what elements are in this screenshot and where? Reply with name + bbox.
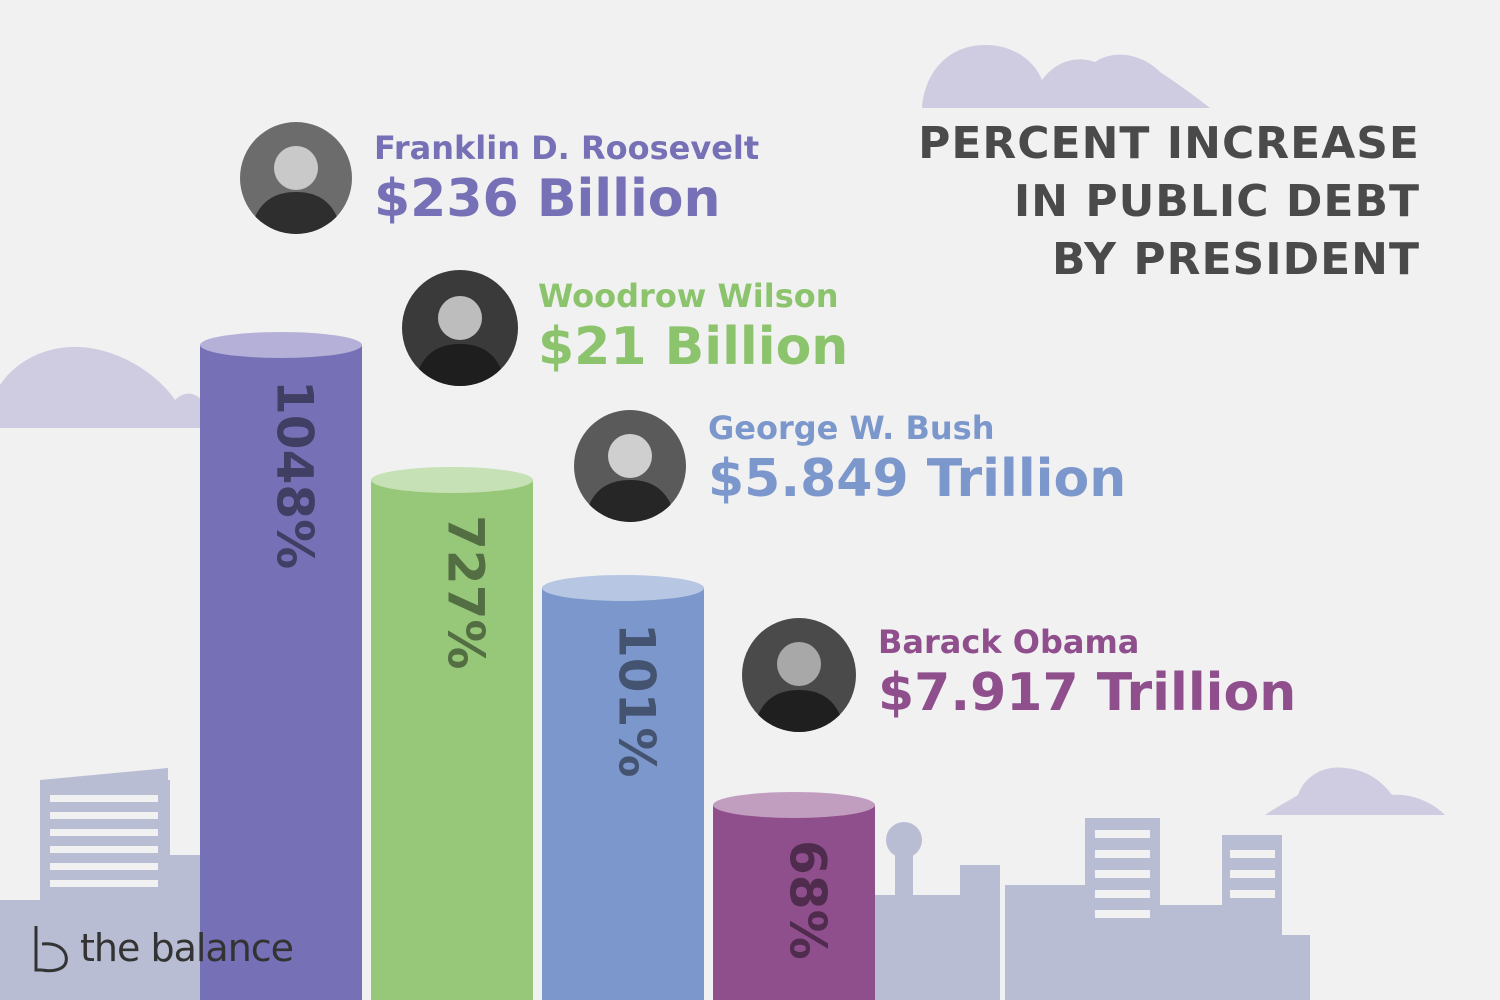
cloud-left <box>0 346 205 428</box>
label-wilson: Woodrow Wilson $21 Billion <box>538 276 848 378</box>
building <box>165 855 205 1000</box>
title-line: IN PUBLIC DEBT <box>1013 176 1420 227</box>
building <box>1270 935 1310 1000</box>
building <box>1150 905 1230 1000</box>
window-stripes <box>50 829 158 836</box>
bar-value-label: 727% <box>437 515 495 669</box>
window-stripes <box>1230 870 1275 878</box>
window-stripes <box>1095 850 1150 858</box>
debt-amount: $5.849 Trillion <box>708 449 1127 509</box>
label-bush: George W. Bush $5.849 Trillion <box>708 408 1126 510</box>
background-clouds <box>0 45 1445 815</box>
bar <box>371 480 533 1000</box>
window-stripes <box>1230 890 1275 898</box>
window-stripes <box>50 795 158 802</box>
bar <box>542 588 704 1000</box>
building <box>960 865 1000 1000</box>
label-roosevelt: Franklin D. Roosevelt $236 Billion <box>374 128 759 230</box>
building <box>1085 818 1160 1000</box>
bar-value-label: 1048% <box>266 380 324 569</box>
bar-group: 1048% 727% 101% 68% <box>200 332 875 1000</box>
city-windows <box>50 795 1275 918</box>
window-stripes <box>1230 850 1275 858</box>
title-line: BY PRESIDENT <box>1052 234 1420 285</box>
portrait-wilson <box>402 270 518 386</box>
bar-cap <box>542 575 704 601</box>
portrait-bush <box>574 410 686 522</box>
label-obama: Barack Obama $7.917 Trillion <box>878 622 1296 724</box>
president-name: Franklin D. Roosevelt <box>374 129 760 167</box>
title-line: PERCENT INCREASE <box>918 118 1420 169</box>
window-stripes <box>1095 890 1150 898</box>
bar <box>200 345 362 1000</box>
background-city <box>0 768 1310 1000</box>
building <box>1005 885 1085 1000</box>
window-stripes <box>50 863 158 870</box>
window-stripes <box>50 846 158 853</box>
window-stripes <box>1095 830 1150 838</box>
cloud-top-right <box>922 45 1210 108</box>
debt-amount: $21 Billion <box>538 317 849 377</box>
balance-logo-icon <box>34 926 68 973</box>
window-stripes <box>50 880 158 887</box>
chart-title: PERCENT INCREASE IN PUBLIC DEBT BY PRESI… <box>918 115 1420 289</box>
window-stripes <box>1095 870 1150 878</box>
bar-cap <box>200 332 362 358</box>
building <box>886 822 922 858</box>
bar-cap <box>713 792 875 818</box>
bar-value-label: 68% <box>779 840 837 960</box>
president-name: Woodrow Wilson <box>538 277 839 315</box>
debt-amount: $7.917 Trillion <box>878 663 1297 723</box>
building <box>875 895 970 1000</box>
portrait-roosevelt <box>240 122 352 234</box>
brand-name: the balance <box>80 926 294 970</box>
window-stripes <box>1095 910 1150 918</box>
bar <box>713 805 875 1000</box>
bar-value-label: 101% <box>608 623 666 777</box>
portrait-obama <box>742 618 856 732</box>
building <box>0 900 50 1000</box>
cloud-bottom-right <box>1265 767 1445 815</box>
president-name: George W. Bush <box>708 409 995 447</box>
president-name: Barack Obama <box>878 623 1140 661</box>
window-stripes <box>50 812 158 819</box>
debt-amount: $236 Billion <box>374 169 721 229</box>
building <box>40 768 168 790</box>
bar-cap <box>371 467 533 493</box>
